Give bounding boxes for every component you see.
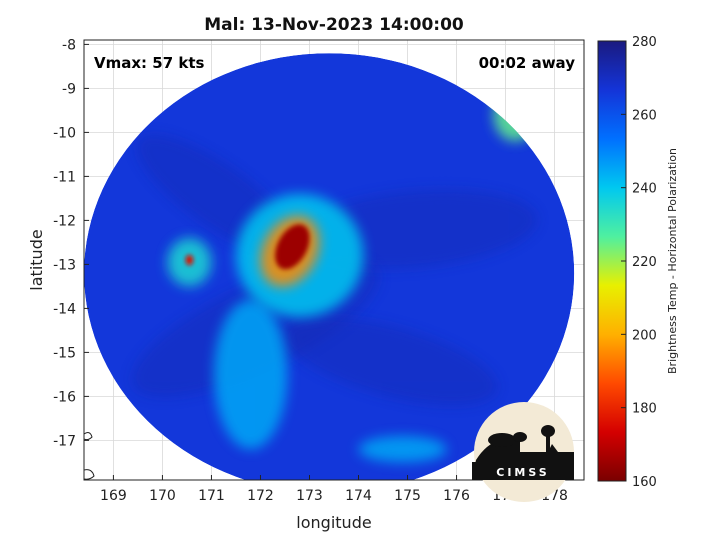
y-tick-label: -15 xyxy=(53,345,76,361)
cimss-logo: CIMSS xyxy=(472,402,574,502)
y-tick-label: -9 xyxy=(62,81,76,97)
x-tick-label: 169 xyxy=(100,488,127,504)
microwave-swath xyxy=(84,53,575,480)
south-band xyxy=(213,299,288,450)
x-axis: 169170171172173174175176177178 xyxy=(100,475,568,504)
y-axis: -8 -9 -10 -11 -12 -13 -14 -15 -16 -17 xyxy=(53,37,89,449)
colorbar-tick-label: 180 xyxy=(632,402,657,417)
colorbar-ticks: 280 260 240 220 200 180 160 xyxy=(621,35,657,490)
cimss-logo-text: CIMSS xyxy=(496,466,549,479)
x-tick-label: 174 xyxy=(345,488,372,504)
eyewall xyxy=(275,224,310,270)
y-tick-label: -17 xyxy=(53,433,76,449)
y-axis-label: latitude xyxy=(27,229,46,290)
colorbar-tick-label: 240 xyxy=(632,182,657,197)
chart-title: Mal: 13-Nov-2023 14:00:00 xyxy=(204,15,464,35)
y-tick-label: -12 xyxy=(53,213,76,229)
colorbar-tick-label: 220 xyxy=(632,255,657,270)
y-tick-label: -8 xyxy=(62,37,76,53)
coastline-west xyxy=(84,432,93,441)
y-tick-label: -10 xyxy=(53,125,76,141)
coastline-southwest xyxy=(84,469,95,480)
cold-streak xyxy=(283,317,498,406)
colorbar-tick-label: 280 xyxy=(632,35,657,50)
colorbar-tick-label: 260 xyxy=(632,108,657,123)
x-tick-label: 171 xyxy=(198,488,225,504)
vmax-annotation: Vmax: 57 kts xyxy=(94,54,204,72)
y-tick-label: -16 xyxy=(53,389,76,405)
x-tick-label: 173 xyxy=(296,488,323,504)
plot-frame xyxy=(83,39,585,481)
x-tick-label: 175 xyxy=(394,488,421,504)
x-tick-label: 172 xyxy=(247,488,274,504)
west-cell xyxy=(185,254,194,266)
colorbar-tick-label: 200 xyxy=(632,328,657,343)
convective-features xyxy=(132,88,538,463)
colorbar-label: Brightness Temp - Horizontal Polarizatio… xyxy=(666,148,679,374)
y-tick-label: -13 xyxy=(53,257,76,273)
time-offset-annotation: 00:02 away xyxy=(479,54,576,72)
y-tick-label: -14 xyxy=(53,301,76,317)
y-tick-label: -11 xyxy=(53,169,76,185)
x-tick-label: 176 xyxy=(443,488,470,504)
x-axis-label: longitude xyxy=(296,513,371,532)
x-tick-label: 170 xyxy=(149,488,176,504)
colorbar-tick-label: 160 xyxy=(632,475,657,490)
south-east-patch xyxy=(358,436,447,463)
